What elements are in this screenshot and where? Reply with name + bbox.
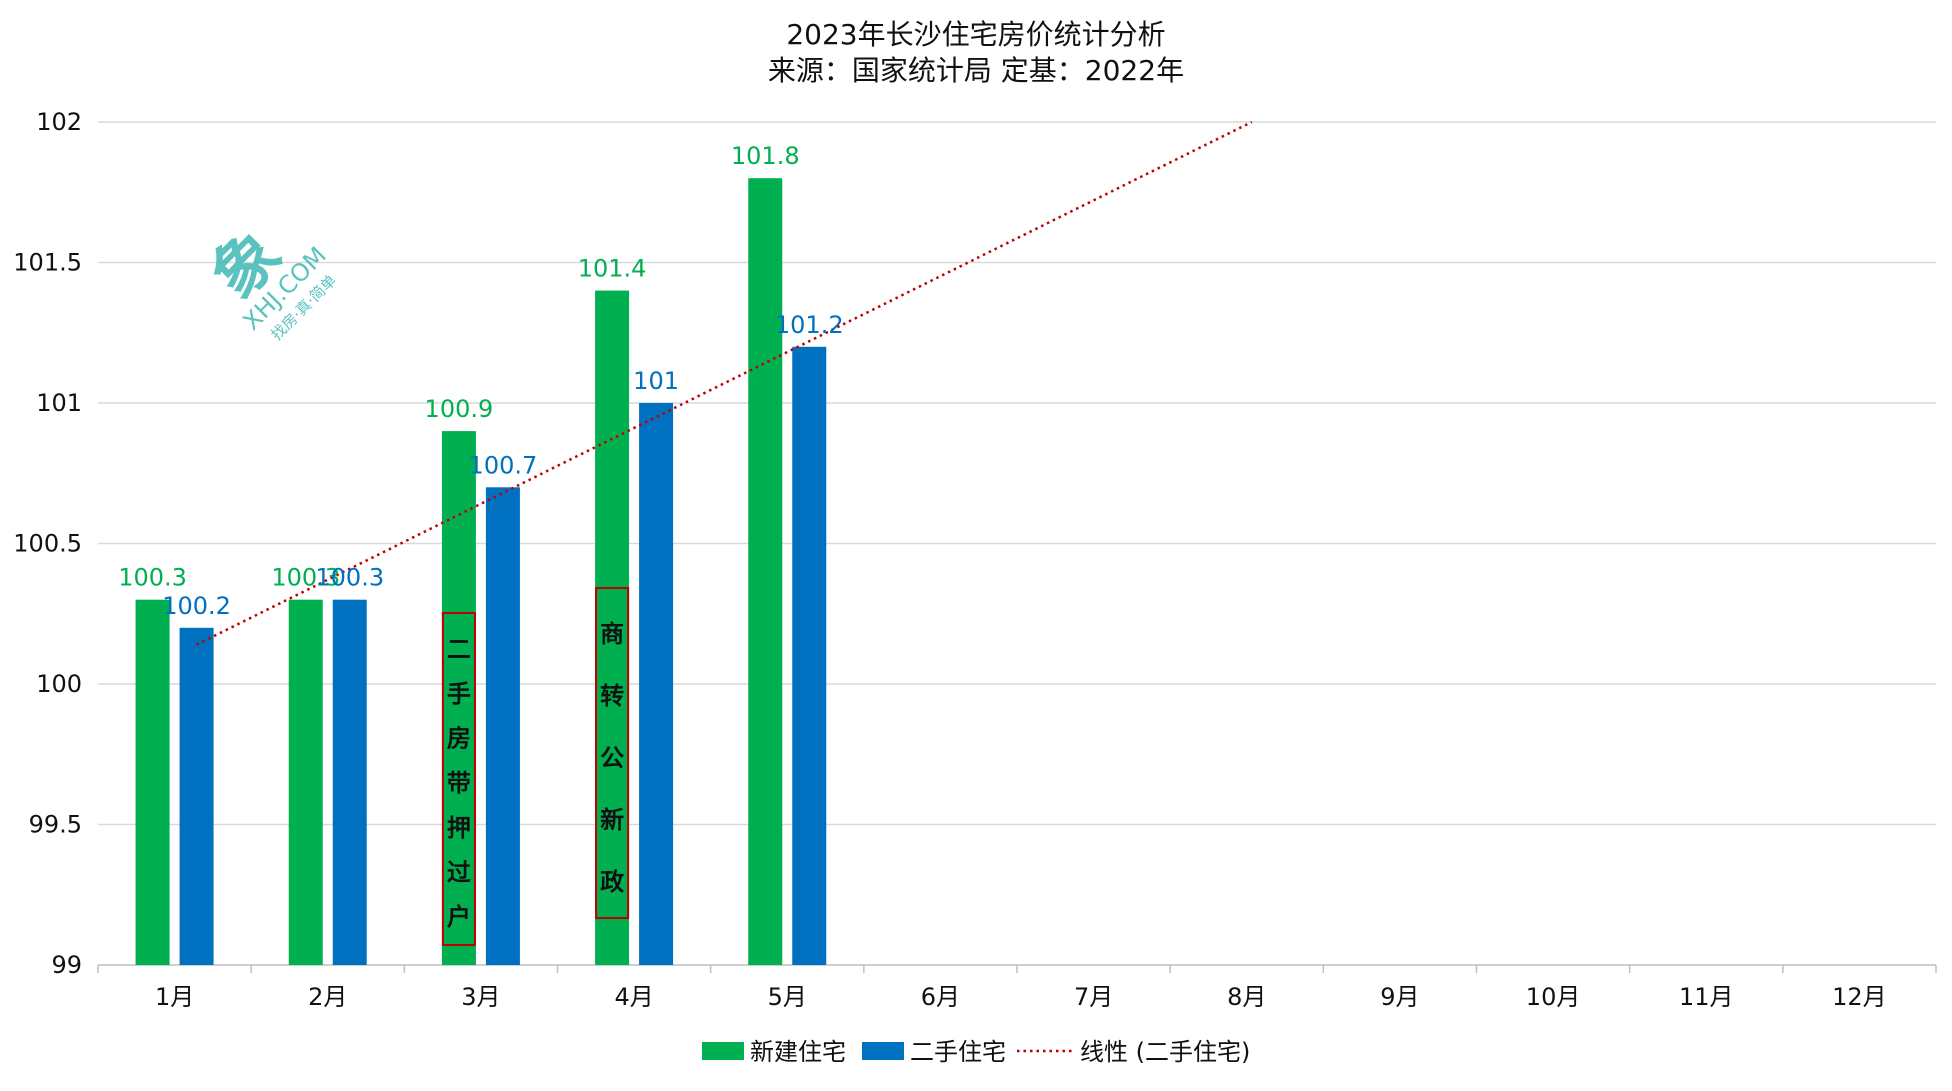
x-tick-label: 9月 [1380,983,1419,1011]
data-label-resale-home: 100.2 [162,592,231,620]
data-label-resale-home: 101 [633,367,679,395]
bar-resale-home [485,487,520,965]
data-label-resale-home: 100.3 [315,564,384,592]
legend-label-resale-home: 二手住宅 [910,1038,1006,1066]
y-tick-label: 100 [36,670,82,698]
x-tick-label: 12月 [1832,983,1887,1011]
bar-new-home [748,178,783,965]
bar-resale-home [332,599,367,965]
data-label-resale-home: 100.7 [469,451,538,479]
x-tick-label: 4月 [614,983,653,1011]
bar-new-home [595,290,630,966]
legend: 新建住宅 二手住宅 线性 (二手住宅) [702,1038,1250,1066]
y-tick-label: 101 [36,389,82,417]
data-label-new-home: 101.4 [578,255,647,283]
trendline-resale-home [196,120,1253,646]
y-tick-label: 99 [51,951,82,979]
y-tick-label: 100.5 [13,530,82,558]
x-tick-label: 6月 [921,983,960,1011]
x-tick-label: 11月 [1679,983,1734,1011]
x-tick-label: 2月 [308,983,347,1011]
annotation-text: 二手房带押过户 [447,636,471,931]
legend-swatch-new-home [702,1042,744,1060]
data-label-resale-home: 101.2 [775,311,844,339]
data-label-new-home: 100.3 [118,564,187,592]
x-tick-label: 7月 [1074,983,1113,1011]
chart-title-text: 2023年长沙住宅房价统计分析 [786,18,1165,51]
bars [135,178,827,966]
x-tick-label: 5月 [768,983,807,1011]
annotations: 二手房带押过户 商转公新政 [441,587,630,946]
legend-label-new-home: 新建住宅 [750,1038,846,1066]
annotation-box [441,612,476,946]
bar-resale-home [639,403,674,965]
legend-swatch-resale-home [862,1042,904,1060]
bar-new-home [288,599,323,965]
data-label-new-home: 101.8 [731,142,800,170]
x-tick-label: 1月 [155,983,194,1011]
x-tick-label: 10月 [1526,983,1581,1011]
x-tick-label: 3月 [461,983,500,1011]
data-label-new-home: 100.3 [271,564,340,592]
chart-subtitle-text: 来源：国家统计局 定基：2022年 [768,54,1184,87]
axes: 99 99.5 100 100.5 101 101.5 102 1月 2月 3月 4月 5月 6月 7月 8… [13,108,1937,1011]
legend-label-trendline: 线性 (二手住宅) [1080,1038,1250,1066]
annotation-text: 商转公新政 [600,620,624,896]
data-labels: 100.3 100.3100.9101.4101.8100.2100.3100.7… [118,142,843,620]
chart-title: 2023年长沙住宅房价统计分析 来源：国家统计局 定基：2022年 [768,18,1184,87]
y-tick-label: 102 [36,108,82,136]
gridlines [98,121,1936,826]
annotation-box [595,587,630,919]
bar-resale-home [792,346,827,965]
bar-resale-home [179,627,214,965]
data-label-new-home: 100.9 [425,395,494,423]
bar-new-home [135,599,170,965]
y-tick-label: 101.5 [13,249,82,277]
y-tick-label: 99.5 [29,811,82,839]
x-tick-label: 8月 [1227,983,1266,1011]
trendline [196,120,1253,646]
